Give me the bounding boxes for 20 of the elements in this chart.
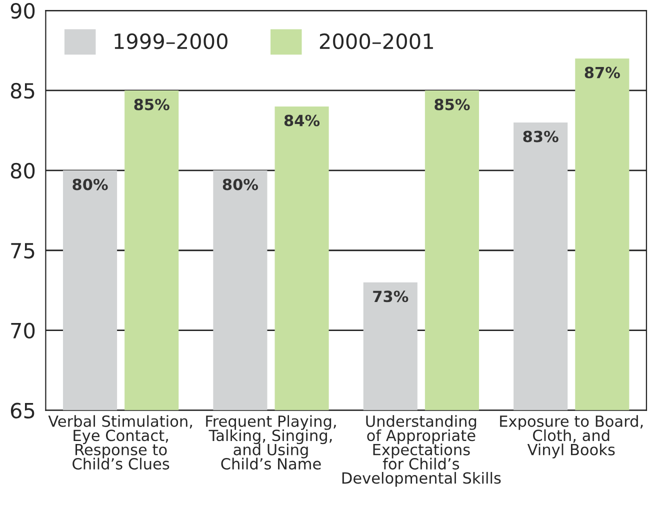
y-tick-label: 80: [10, 162, 35, 179]
y-tick-label: 65: [10, 402, 34, 418]
y-tick-label: 90: [10, 2, 35, 19]
data-label: 85%: [434, 98, 470, 110]
y-tick-label: 85: [10, 82, 34, 99]
data-label: 84%: [284, 114, 320, 126]
x-tick-label: Frequent Playing, Talking, Singing, and Using Child’s Name: [206, 415, 336, 470]
data-label: 73%: [373, 290, 408, 302]
data-label: 80%: [72, 178, 108, 190]
y-tick-label: 70: [11, 322, 35, 339]
data-label: 85%: [134, 98, 170, 110]
legend-label: 1999–2000: [114, 33, 228, 50]
x-tick-label: Verbal Stimulation, Eye Contact, Response to Child’s Clues: [48, 415, 192, 470]
legend-label: 2000–2001: [320, 33, 433, 50]
x-tick-label: Understanding of Appropriate Expectations for Child’s Developmental Skills: [342, 415, 501, 487]
y-tick-label: 75: [11, 243, 34, 259]
data-label: 83%: [523, 130, 558, 142]
data-label: 87%: [584, 66, 620, 78]
data-label: 80%: [222, 178, 258, 190]
x-tick-label: Exposure to Board, Cloth, and Vinyl Books: [500, 415, 643, 458]
